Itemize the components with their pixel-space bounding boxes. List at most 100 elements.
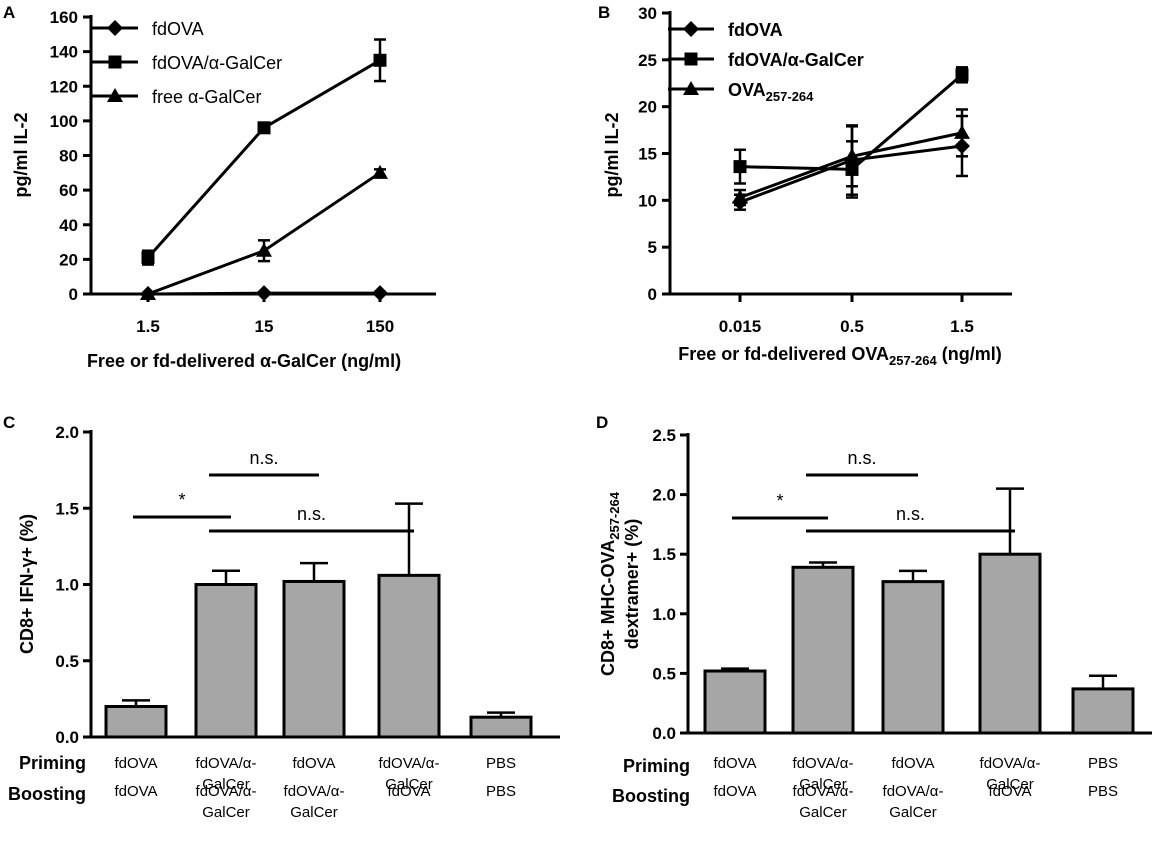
- legend-entry: OVA257-264: [668, 80, 814, 104]
- boosting-label: fdOVA: [988, 783, 1031, 800]
- y-tick-label: 80: [59, 147, 78, 166]
- significance: *: [732, 491, 828, 520]
- y-tick-label: 0.0: [55, 728, 79, 747]
- triangle-marker: [140, 286, 156, 300]
- series-line: [147, 171, 381, 296]
- priming-label: GalCer: [202, 776, 250, 793]
- panel-letter: A: [3, 3, 15, 22]
- bar: [282, 579, 346, 739]
- bar: [104, 705, 168, 739]
- boosting-label: fdOVA: [387, 783, 430, 800]
- panel-b: B 0 5 10 15 20 25 30 0.015 0.5 1.5 Free or fd-deliv…: [598, 3, 1012, 368]
- significance-label: n.s.: [896, 504, 925, 524]
- series-diamond: [140, 285, 388, 302]
- triangle-marker: [683, 81, 699, 95]
- y-tick-label: 20: [638, 98, 657, 117]
- significance-label: n.s.: [847, 448, 876, 468]
- group-label: PBS PBS: [1088, 755, 1118, 800]
- bar-group: [104, 699, 168, 739]
- legend-entry: free α-GalCer: [92, 87, 261, 107]
- y-axis-title: pg/ml IL-2: [602, 113, 622, 198]
- diamond-marker: [256, 285, 272, 302]
- bar-group: [377, 502, 441, 739]
- panel-d: D 0.0 0.5 1.0 1.5 2.0 2.5 CD8+ MHC-OVA257-264de…: [596, 413, 1152, 821]
- y-axis-title: pg/ml IL-2: [11, 113, 31, 198]
- legend-subscript: 257-264: [766, 89, 814, 104]
- legend-entry: fdOVA/α-GalCer: [92, 53, 282, 73]
- row-label-boosting: Boosting: [8, 784, 86, 804]
- boosting-label: GalCer: [799, 804, 847, 821]
- triangle-marker: [732, 189, 748, 204]
- x-tick-label: 15: [255, 317, 274, 336]
- y-tick-label: 30: [638, 4, 657, 23]
- x-axis-title-tail: (ng/ml): [937, 344, 1002, 364]
- bar-group: [703, 667, 767, 735]
- bar: [881, 580, 945, 735]
- legend-label: fdOVA/α-GalCer: [728, 50, 864, 70]
- boosting-label: fdOVA/α-: [284, 783, 345, 800]
- row-label-priming: Priming: [19, 753, 86, 773]
- square-marker: [257, 121, 271, 135]
- significance: n.s.: [209, 504, 414, 533]
- panel-letter: B: [598, 3, 610, 22]
- bar: [703, 669, 767, 735]
- y-tick-label: 40: [59, 216, 78, 235]
- square-marker: [684, 52, 698, 66]
- significance: n.s.: [209, 448, 319, 477]
- diamond-marker: [107, 20, 123, 36]
- significance-label: n.s.: [249, 448, 278, 468]
- square-marker: [108, 55, 122, 69]
- panel-a: A 0 20 40 60 80 100 120 140 160 1.5 15 150 Free or fd…: [3, 3, 436, 371]
- priming-label: fdOVA: [891, 755, 934, 772]
- y-tick-label: 20: [59, 250, 78, 269]
- boosting-label: PBS: [1088, 783, 1118, 800]
- x-tick-label: 1.5: [950, 317, 974, 336]
- y-tick-label: 140: [50, 43, 78, 62]
- y-tick-label: 5: [648, 238, 657, 257]
- boosting-label: fdOVA: [713, 783, 756, 800]
- y-tick-label: 15: [638, 145, 657, 164]
- square-marker: [955, 68, 969, 82]
- y-tick-label: 60: [59, 181, 78, 200]
- legend-entry: fdOVA: [92, 19, 204, 39]
- bar-group: [978, 487, 1042, 735]
- legend-label: fdOVA: [728, 20, 783, 40]
- priming-label: PBS: [1088, 755, 1118, 772]
- group-label: fdOVA fdOVA: [114, 755, 157, 800]
- group-label: PBS PBS: [486, 755, 516, 800]
- bar-group: [194, 569, 258, 739]
- y-tick-label: 10: [638, 191, 657, 210]
- y-tick-label: 0: [648, 285, 657, 304]
- priming-label: GalCer: [799, 776, 847, 793]
- y-tick-label: 0: [69, 285, 78, 304]
- y-tick-label: 160: [50, 8, 78, 27]
- priming-label: GalCer: [385, 776, 433, 793]
- boosting-label: fdOVA/α-: [793, 783, 854, 800]
- group-label: fdOVA fdOVA/α- GalCer: [883, 755, 944, 821]
- row-label-boosting: Boosting: [612, 786, 690, 806]
- boosting-label: PBS: [486, 783, 516, 800]
- bar-group: [282, 561, 346, 739]
- diamond-marker: [683, 21, 699, 37]
- y-tick-label: 1.0: [55, 576, 79, 595]
- significance: n.s.: [806, 448, 918, 477]
- priming-label: GalCer: [986, 776, 1034, 793]
- y-tick-label: 100: [50, 112, 78, 131]
- significance: *: [133, 490, 231, 519]
- priming-label: fdOVA/α-: [980, 755, 1041, 772]
- y-tick-label: 25: [638, 51, 657, 70]
- legend-label: fdOVA/α-GalCer: [152, 53, 282, 73]
- panel-letter: C: [3, 413, 15, 432]
- triangle-marker: [107, 88, 123, 102]
- y-axis-title-line1: CD8+ MHC-OVA257-264: [598, 491, 622, 676]
- bar: [791, 565, 855, 735]
- square-marker: [733, 160, 747, 174]
- x-axis-title: Free or fd-delivered OVA257-264 (ng/ml): [678, 344, 1001, 368]
- bar: [377, 573, 441, 739]
- x-axis-title: Free or fd-delivered α-GalCer (ng/ml): [87, 351, 401, 371]
